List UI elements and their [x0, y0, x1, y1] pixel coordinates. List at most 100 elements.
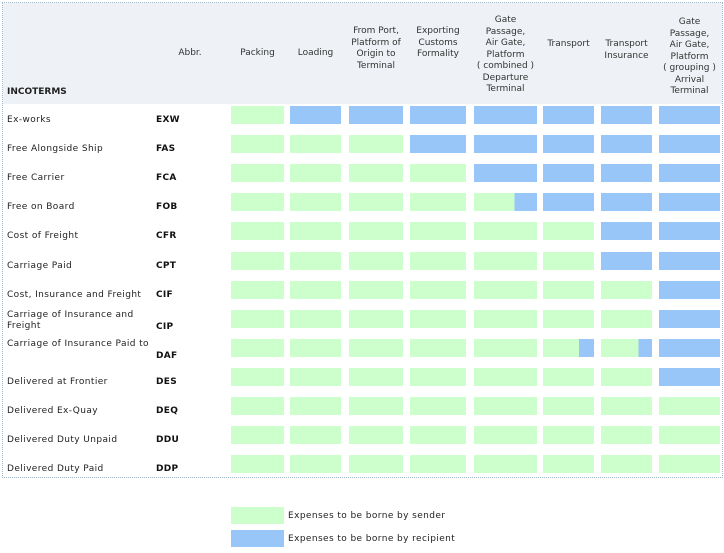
row-abbr: DAF: [156, 350, 178, 361]
cost-cell: [543, 251, 594, 270]
cost-cell: [474, 455, 537, 474]
cost-cell: [474, 193, 537, 212]
cost-cell: [543, 135, 594, 154]
row-label: Ex-works: [7, 115, 51, 125]
cost-cell: [410, 222, 466, 241]
column-header: Gate Passage, Air Gate, Platform ( combi…: [476, 15, 535, 94]
cost-cell: [601, 251, 652, 270]
cost-cell: [601, 338, 652, 357]
cost-cell: [543, 164, 594, 183]
cost-cell: [543, 338, 594, 357]
row-abbr: EXW: [156, 115, 180, 125]
cost-cell: [543, 426, 594, 445]
cost-cell: [290, 164, 341, 183]
cost-cell: [659, 426, 720, 445]
cost-cell: [349, 106, 403, 124]
cost-cell: [543, 193, 594, 212]
cost-cell: [474, 251, 537, 270]
cost-cell: [349, 397, 403, 415]
cost-cell: [349, 280, 403, 299]
cost-cell: [543, 397, 594, 415]
legend-recipient-text: Expenses to be borne by recipient: [288, 534, 456, 544]
cost-cell: [659, 135, 720, 154]
row-label: Carriage of Insurance Paid to: [7, 338, 149, 349]
legend-sender-text: Expenses to be borne by sender: [288, 511, 446, 521]
cost-cell: [474, 222, 537, 241]
cost-cell: [231, 309, 284, 328]
row-abbr: CIP: [156, 321, 174, 332]
legend-recipient-swatch: [231, 530, 284, 547]
row-abbr: FCA: [156, 173, 177, 184]
cost-cell: [474, 164, 537, 183]
cost-cell: [601, 280, 652, 299]
row-label: Cost, Insurance and Freight: [7, 289, 142, 300]
cost-cell: [601, 367, 652, 386]
cost-cell: [474, 367, 537, 386]
row-label: Free Alongside Ship: [7, 144, 104, 155]
cost-cell: [349, 164, 403, 183]
cost-cell: [410, 164, 466, 183]
cost-cell: [231, 135, 284, 154]
row-label: Cost of Freight: [7, 231, 79, 242]
cost-cell: [231, 426, 284, 445]
cost-cell: [410, 455, 466, 474]
row-abbr: DDU: [156, 435, 180, 446]
cost-cell: [290, 251, 341, 270]
cost-cell: [543, 222, 594, 241]
cost-cell: [474, 397, 537, 415]
cost-cell: [474, 106, 537, 124]
cost-cell: [601, 106, 652, 124]
cost-cell: [290, 222, 341, 241]
row-abbr: CFR: [156, 231, 177, 242]
cost-cell: [410, 426, 466, 445]
row-abbr: DES: [156, 376, 178, 387]
row-abbr: FAS: [156, 144, 176, 155]
cost-cell: [601, 193, 652, 212]
row-label: Free on Board: [7, 202, 75, 213]
cost-cell: [231, 397, 284, 415]
row-abbr: CIF: [156, 289, 174, 300]
cost-cell: [601, 397, 652, 415]
abbr-header: Abbr.: [178, 48, 202, 58]
cost-cell: [290, 280, 341, 299]
incoterms-header: INCOTERMS: [7, 87, 67, 97]
cost-cell: [659, 251, 720, 270]
cost-cell: [410, 251, 466, 270]
cost-cell: [659, 222, 720, 241]
column-header: Gate Passage, Air Gate, Platform ( group…: [663, 17, 716, 96]
cost-cell: [410, 309, 466, 328]
column-header: Transport Insurance: [604, 39, 649, 61]
cost-cell: [349, 309, 403, 328]
cost-cell: [231, 106, 284, 124]
cost-cell: [601, 455, 652, 474]
cost-cell: [601, 309, 652, 328]
cost-cell: [290, 455, 341, 474]
header-band: [3, 3, 722, 104]
cost-cell: [349, 251, 403, 270]
cost-cell: [349, 222, 403, 241]
cost-cell: [349, 135, 403, 154]
cost-cell: [659, 280, 720, 299]
cost-cell: [349, 193, 403, 212]
row-label: Delivered Duty Unpaid: [7, 435, 118, 446]
row-label: Delivered at Frontier: [7, 376, 108, 387]
row-abbr: CPT: [156, 260, 177, 271]
cost-cell: [290, 106, 341, 124]
cost-cell: [474, 280, 537, 299]
cost-cell: [410, 193, 466, 212]
column-header: From Port, Platform of Origin to Termina…: [351, 26, 401, 71]
cost-cell: [290, 426, 341, 445]
row-abbr: DEQ: [156, 406, 179, 416]
cost-cell: [410, 397, 466, 415]
cost-cell: [231, 193, 284, 212]
cost-cell: [601, 222, 652, 241]
cost-cell: [349, 338, 403, 357]
legend-sender-swatch: [231, 507, 284, 524]
cost-cell: [231, 164, 284, 183]
cost-cell: [543, 455, 594, 474]
table-frame: [2, 2, 723, 478]
cost-cell: [659, 455, 720, 474]
cost-cell: [474, 135, 537, 154]
cost-cell: [290, 338, 341, 357]
cost-cell: [601, 164, 652, 183]
